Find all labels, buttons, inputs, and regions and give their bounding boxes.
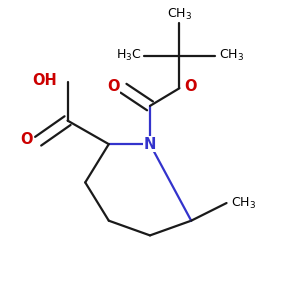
Text: O: O	[107, 79, 119, 94]
Text: H$_3$C: H$_3$C	[116, 48, 141, 63]
Text: O: O	[20, 132, 33, 147]
Text: OH: OH	[32, 74, 57, 88]
Text: CH$_3$: CH$_3$	[167, 7, 192, 22]
Text: O: O	[184, 79, 197, 94]
Text: N: N	[144, 137, 156, 152]
Text: CH$_3$: CH$_3$	[219, 48, 244, 63]
Text: CH$_3$: CH$_3$	[231, 196, 256, 211]
